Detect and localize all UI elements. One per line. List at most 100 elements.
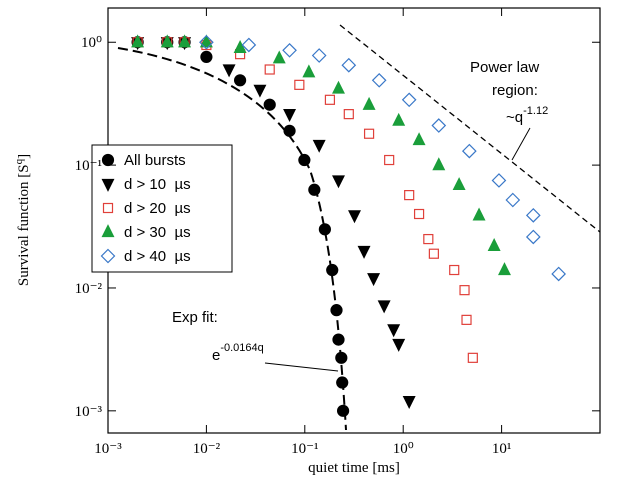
y-tick-label: 10⁻¹ bbox=[75, 158, 102, 174]
x-axis-label: quiet time [ms] bbox=[308, 460, 400, 476]
legend-marker bbox=[102, 202, 114, 214]
marker bbox=[357, 245, 371, 259]
marker bbox=[318, 223, 331, 236]
marker bbox=[332, 333, 345, 346]
marker bbox=[199, 34, 214, 50]
marker bbox=[283, 124, 296, 137]
legend-label: d > 30 µs bbox=[124, 224, 191, 241]
marker bbox=[525, 229, 541, 245]
marker bbox=[178, 34, 192, 48]
marker bbox=[294, 79, 305, 90]
marker bbox=[491, 173, 507, 188]
marker bbox=[392, 112, 406, 126]
legend-label: d > 40 µs bbox=[124, 248, 191, 265]
marker bbox=[377, 300, 391, 314]
legend-marker bbox=[100, 248, 116, 264]
marker bbox=[505, 192, 521, 208]
marker bbox=[367, 273, 381, 287]
marker bbox=[498, 262, 511, 276]
marker bbox=[413, 208, 425, 220]
marker bbox=[324, 94, 336, 105]
marker bbox=[222, 64, 236, 78]
arrow bbox=[511, 127, 531, 161]
marker bbox=[332, 175, 345, 189]
marker bbox=[452, 177, 466, 191]
arrow bbox=[264, 362, 339, 372]
marker bbox=[241, 37, 257, 53]
marker bbox=[363, 128, 375, 139]
marker bbox=[308, 183, 321, 196]
marker bbox=[348, 210, 361, 224]
annotation: ~q-1.12 bbox=[506, 105, 548, 126]
marker bbox=[341, 57, 357, 73]
y-tick-label: 10⁻³ bbox=[75, 404, 103, 420]
marker bbox=[472, 207, 486, 221]
marker bbox=[264, 64, 275, 75]
marker bbox=[362, 96, 376, 110]
marker bbox=[332, 80, 345, 94]
marker bbox=[551, 266, 566, 282]
marker bbox=[525, 208, 541, 223]
legend-marker bbox=[101, 153, 115, 167]
annotation: Exp fit: bbox=[172, 309, 218, 326]
marker bbox=[283, 109, 297, 122]
marker bbox=[459, 285, 470, 296]
marker bbox=[461, 314, 472, 325]
annotation: Power law bbox=[470, 59, 539, 76]
legend-box bbox=[91, 144, 233, 273]
legend-label: d > 20 µs bbox=[124, 200, 191, 217]
annotation: region: bbox=[492, 82, 538, 99]
x-tick-label: 10⁻² bbox=[193, 441, 221, 457]
marker bbox=[160, 34, 174, 48]
marker bbox=[335, 351, 348, 364]
marker bbox=[233, 74, 247, 87]
marker bbox=[330, 304, 343, 317]
marker bbox=[253, 84, 267, 98]
marker bbox=[431, 118, 447, 133]
legend-marker bbox=[101, 178, 115, 192]
marker bbox=[343, 109, 354, 120]
marker bbox=[423, 233, 434, 245]
marker bbox=[402, 396, 416, 409]
y-axis-label: Survival function [Sq] bbox=[13, 154, 32, 286]
marker bbox=[392, 338, 406, 352]
x-tick-label: 10⁻¹ bbox=[291, 441, 318, 457]
marker bbox=[311, 48, 327, 63]
x-tick-label: 10⁻³ bbox=[94, 441, 122, 457]
marker bbox=[326, 263, 339, 277]
marker bbox=[387, 324, 401, 338]
y-tick-label: 10⁻² bbox=[75, 281, 103, 297]
x-tick-label: 10¹ bbox=[492, 441, 512, 457]
marker bbox=[449, 264, 460, 276]
legend-label: d > 10 µs bbox=[124, 176, 191, 193]
marker bbox=[282, 42, 297, 58]
legend-label: All bursts bbox=[124, 152, 186, 169]
marker bbox=[428, 248, 439, 259]
marker bbox=[312, 139, 326, 153]
marker bbox=[467, 352, 478, 363]
marker bbox=[336, 376, 349, 389]
marker bbox=[401, 92, 417, 108]
y-tick-label: 10⁰ bbox=[81, 35, 102, 51]
marker bbox=[336, 404, 350, 417]
legend-marker bbox=[101, 224, 115, 238]
marker bbox=[131, 34, 145, 48]
marker bbox=[298, 153, 311, 167]
marker bbox=[432, 157, 446, 171]
marker bbox=[272, 50, 286, 64]
marker bbox=[371, 72, 387, 88]
marker bbox=[487, 238, 501, 251]
x-tick-label: 10⁰ bbox=[393, 441, 414, 457]
annotation: e-0.0164q bbox=[212, 342, 264, 364]
marker bbox=[461, 143, 477, 159]
marker bbox=[263, 98, 276, 111]
marker bbox=[302, 64, 316, 78]
marker bbox=[199, 34, 213, 48]
marker bbox=[200, 50, 213, 63]
marker bbox=[384, 154, 395, 166]
marker bbox=[404, 190, 415, 201]
power-law-line bbox=[339, 24, 601, 233]
marker bbox=[233, 40, 247, 53]
marker bbox=[412, 132, 426, 146]
